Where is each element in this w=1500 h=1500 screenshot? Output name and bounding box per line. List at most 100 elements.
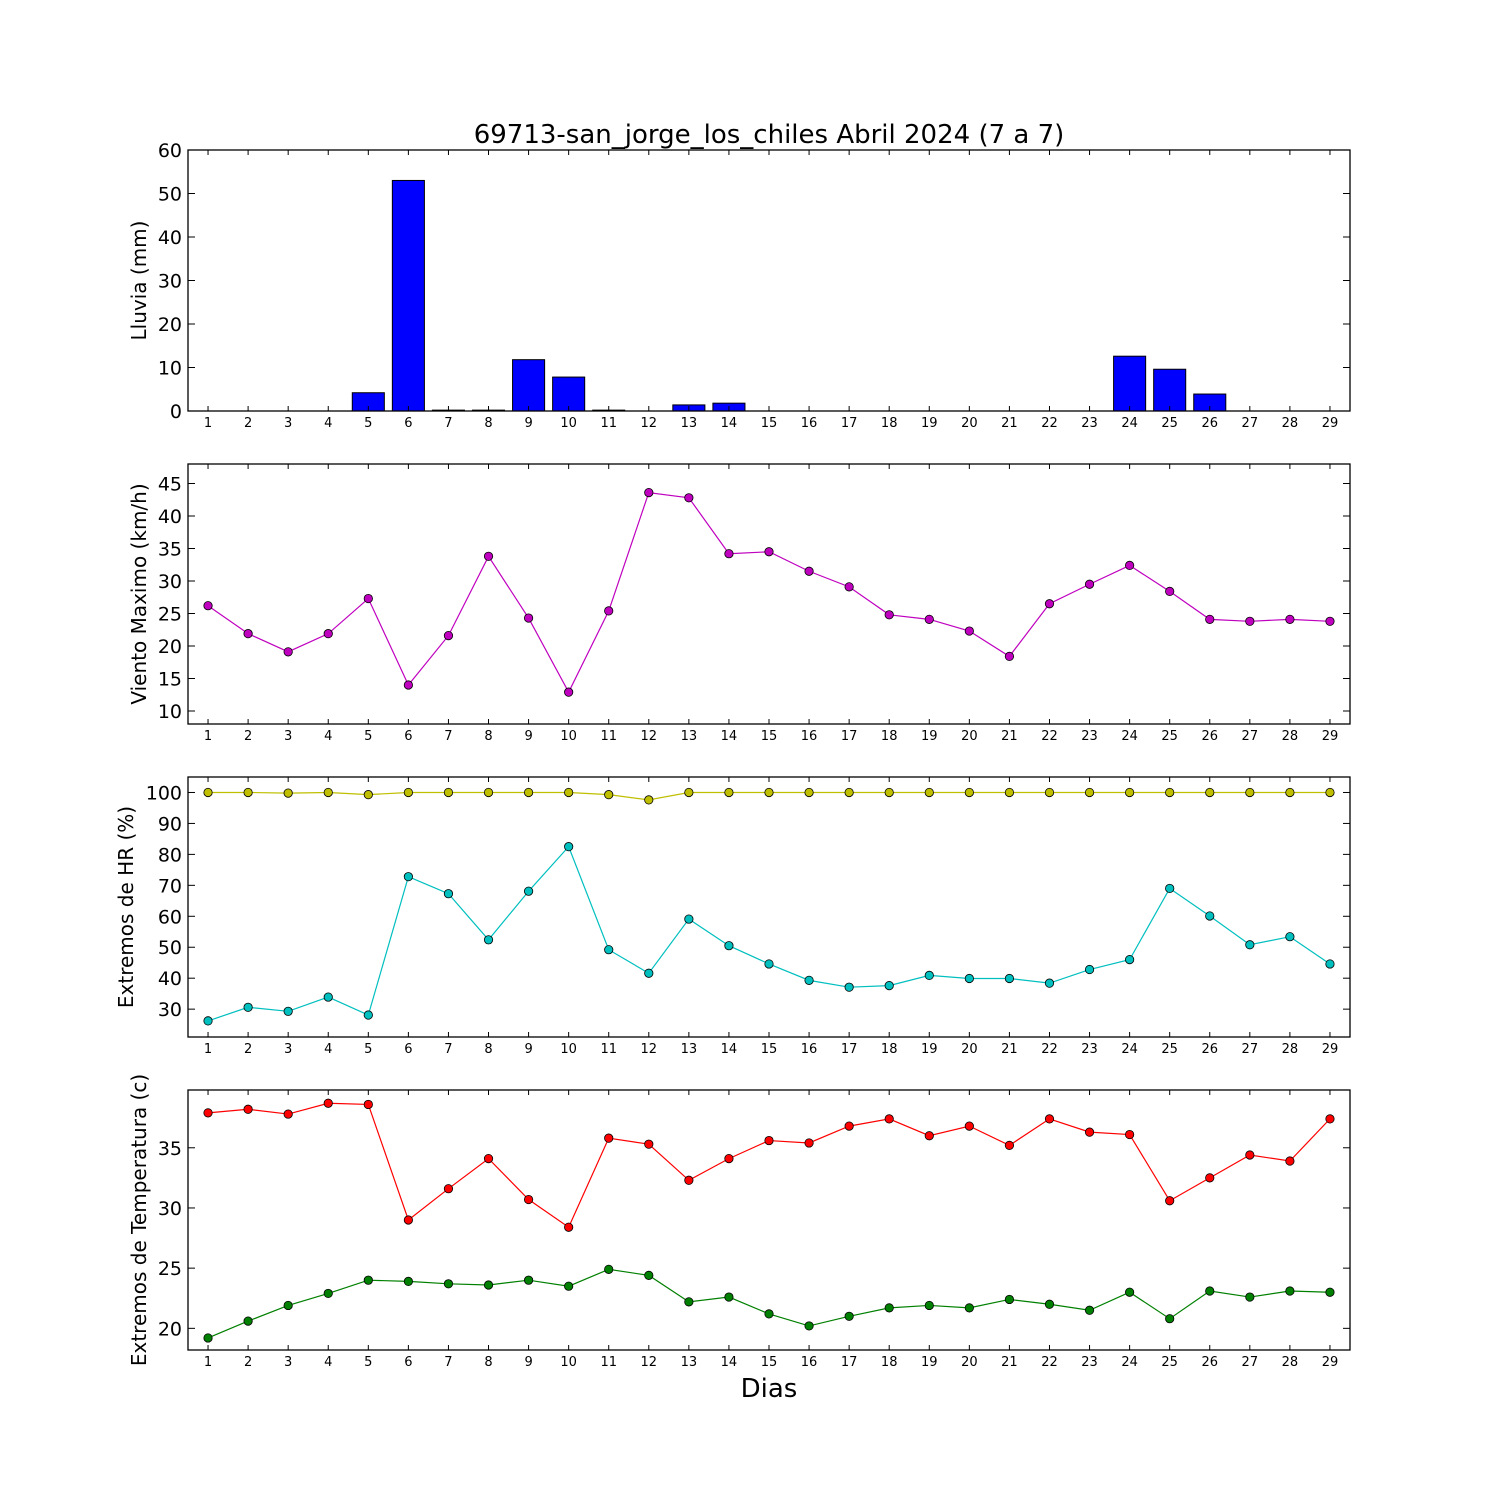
- x-tick-label: 21: [1001, 1042, 1018, 1057]
- x-tick-label: 10: [560, 1042, 577, 1057]
- data-point: [203, 787, 213, 798]
- data-point: [644, 795, 654, 805]
- data-point: [323, 992, 333, 1002]
- data-point: [924, 787, 934, 798]
- data-point: [1165, 586, 1175, 597]
- x-tick-label: 21: [1001, 729, 1018, 744]
- y-tick-label: 60: [158, 140, 182, 162]
- x-tick-label: 11: [600, 1355, 617, 1370]
- x-tick-label: 14: [721, 416, 738, 431]
- rain-bar: [391, 179, 425, 412]
- data-point: [443, 889, 454, 899]
- x-tick-label: 12: [641, 416, 658, 431]
- data-point: [523, 787, 534, 798]
- data-point: [644, 968, 654, 978]
- y-tick-label: 25: [158, 1258, 182, 1280]
- x-tick-label: 5: [364, 416, 372, 431]
- data-point: [1205, 787, 1215, 798]
- data-point: [523, 886, 534, 896]
- data-point: [604, 1133, 614, 1143]
- data-point: [1165, 1196, 1175, 1206]
- x-tick-label: 26: [1201, 1355, 1218, 1370]
- rain-bar: [1113, 355, 1147, 412]
- x-tick-label: 15: [761, 1355, 778, 1370]
- data-point: [1125, 560, 1135, 571]
- data-point: [1285, 1156, 1295, 1166]
- data-point: [724, 941, 734, 951]
- data-point: [1084, 1127, 1095, 1137]
- y-tick-label: 20: [158, 636, 182, 658]
- data-point: [363, 593, 373, 604]
- x-tick-label: 9: [524, 1355, 532, 1370]
- data-point: [323, 629, 333, 639]
- x-tick-label: 8: [484, 1355, 492, 1370]
- x-tick-label: 24: [1121, 1042, 1138, 1057]
- data-point: [523, 613, 534, 623]
- x-tick-label: 20: [961, 1042, 978, 1057]
- data-point: [564, 1222, 574, 1232]
- data-point: [1205, 1173, 1215, 1183]
- data-point: [844, 1311, 854, 1321]
- y-tick-label: 80: [158, 844, 182, 866]
- rain-bar: [552, 376, 586, 412]
- data-point: [724, 1154, 734, 1164]
- x-tick-label: 13: [681, 416, 698, 431]
- x-tick-label: 29: [1322, 416, 1339, 431]
- x-tick-label: 2: [244, 729, 252, 744]
- data-point: [483, 935, 494, 945]
- data-point: [684, 1297, 694, 1307]
- rain-bar: [1153, 368, 1187, 412]
- data-point: [804, 566, 814, 576]
- data-point: [323, 1288, 333, 1299]
- x-tick-label: 20: [961, 729, 978, 744]
- x-tick-label: 14: [721, 1042, 738, 1057]
- y-tick-label: 10: [158, 358, 182, 380]
- x-tick-label: 18: [881, 1355, 898, 1370]
- data-point: [323, 1098, 333, 1108]
- data-point: [1285, 787, 1295, 798]
- data-point: [924, 1131, 934, 1141]
- data-point: [483, 551, 494, 561]
- data-point: [964, 787, 974, 798]
- data-point: [243, 1002, 253, 1012]
- data-point: [1044, 978, 1055, 988]
- data-point: [1125, 1129, 1135, 1140]
- data-point: [764, 547, 774, 557]
- x-tick-label: 15: [761, 1042, 778, 1057]
- data-point: [363, 1275, 373, 1285]
- data-point: [1004, 651, 1015, 662]
- x-tick-label: 2: [244, 1042, 252, 1057]
- data-point: [483, 787, 494, 798]
- x-tick-label: 8: [484, 1042, 492, 1057]
- x-tick-label: 2: [244, 1355, 252, 1370]
- x-tick-label: 12: [641, 1042, 658, 1057]
- data-point: [1004, 1294, 1015, 1305]
- data-point: [283, 1109, 293, 1119]
- data-point: [363, 790, 373, 800]
- x-tick-label: 23: [1081, 416, 1098, 431]
- data-point: [1245, 787, 1255, 798]
- data-point: [644, 487, 654, 498]
- x-tick-label: 28: [1282, 729, 1299, 744]
- data-point: [243, 787, 253, 798]
- x-tick-label: 20: [961, 1355, 978, 1370]
- data-point: [283, 1300, 293, 1311]
- x-tick-label: 8: [484, 729, 492, 744]
- x-tick-label: 15: [761, 416, 778, 431]
- data-point: [1044, 1299, 1055, 1309]
- x-tick-label: 16: [801, 729, 818, 744]
- x-tick-label: 13: [681, 1042, 698, 1057]
- data-point: [764, 1309, 774, 1319]
- x-tick-label: 3: [284, 1042, 292, 1057]
- x-tick-label: 16: [801, 416, 818, 431]
- x-tick-label: 4: [324, 1355, 332, 1370]
- data-point: [443, 630, 454, 641]
- y-tick-label: 30: [158, 271, 182, 293]
- x-tick-label: 26: [1201, 729, 1218, 744]
- y-axis-label: Extremos de Temperatura (c): [127, 1074, 151, 1366]
- data-point: [884, 610, 894, 620]
- data-point: [363, 1099, 373, 1110]
- data-point: [1285, 932, 1295, 942]
